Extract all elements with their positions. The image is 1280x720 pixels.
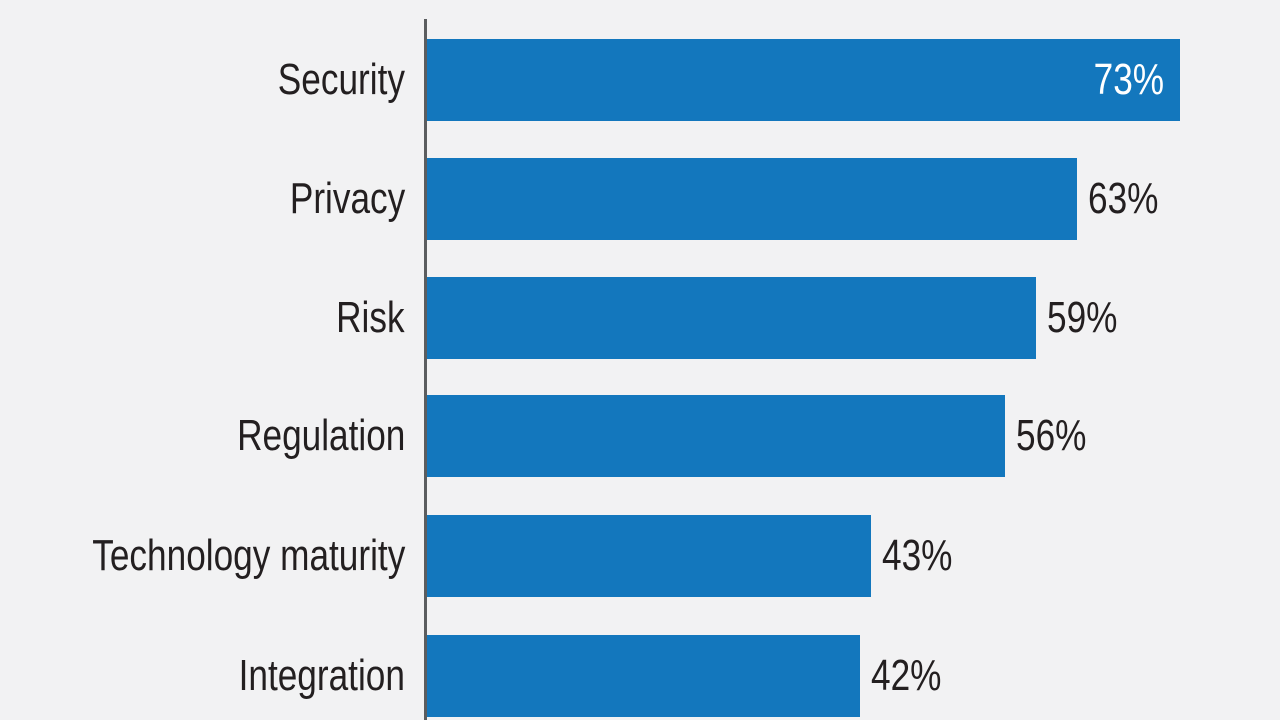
bar-row: Risk 59% xyxy=(0,277,1280,359)
value-label: 73% xyxy=(1076,39,1164,121)
category-label-text: Privacy xyxy=(289,174,405,223)
value-label: 43% xyxy=(882,515,970,597)
category-label-text: Technology maturity xyxy=(91,531,405,580)
category-label: Security xyxy=(0,39,405,121)
value-label-text: 59% xyxy=(1047,293,1118,342)
category-label: Privacy xyxy=(0,158,405,240)
bar xyxy=(427,277,1036,359)
category-label: Regulation xyxy=(0,395,405,477)
category-label: Risk xyxy=(0,277,405,359)
bar-row: Regulation 56% xyxy=(0,395,1280,477)
category-label: Technology maturity xyxy=(0,515,405,597)
bar xyxy=(427,158,1077,240)
category-label-text: Risk xyxy=(336,293,405,342)
bar xyxy=(427,635,860,717)
category-label-text: Security xyxy=(277,55,405,104)
category-label-text: Integration xyxy=(238,651,405,700)
category-label: Integration xyxy=(0,635,405,717)
bar-row: Privacy 63% xyxy=(0,158,1280,240)
value-label-text: 43% xyxy=(882,531,953,580)
bar-row: Security 73% xyxy=(0,39,1280,121)
bar xyxy=(427,515,871,597)
bar-row: Technology maturity 43% xyxy=(0,515,1280,597)
bar-row: Integration 42% xyxy=(0,635,1280,717)
bar xyxy=(427,39,1180,121)
y-axis-line xyxy=(424,19,427,720)
value-label-text: 73% xyxy=(1093,55,1164,104)
value-label: 56% xyxy=(1016,395,1104,477)
value-label: 42% xyxy=(871,635,959,717)
bar xyxy=(427,395,1005,477)
value-label: 59% xyxy=(1047,277,1135,359)
category-label-text: Regulation xyxy=(236,411,405,460)
value-label-text: 63% xyxy=(1088,174,1159,223)
value-label: 63% xyxy=(1088,158,1176,240)
value-label-text: 42% xyxy=(871,651,942,700)
value-label-text: 56% xyxy=(1016,411,1087,460)
